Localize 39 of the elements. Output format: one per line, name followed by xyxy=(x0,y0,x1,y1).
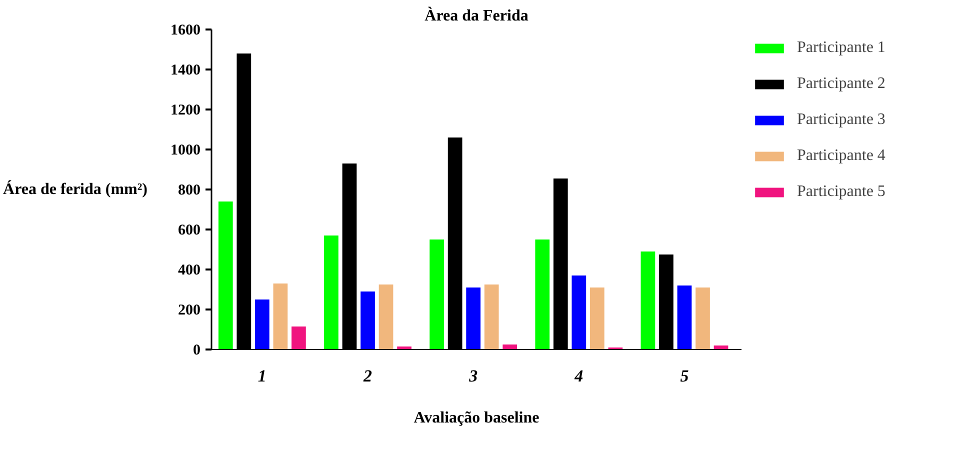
y-tick-label: 200 xyxy=(178,302,200,318)
y-tick-label: 600 xyxy=(178,222,200,238)
bar xyxy=(640,252,656,350)
bar xyxy=(677,286,692,350)
y-axis-title: Área de ferida (mm²) xyxy=(3,180,148,198)
bar xyxy=(466,288,481,350)
legend-label: Participante 3 xyxy=(797,111,886,129)
bar xyxy=(696,288,710,350)
x-tick-label: 1 xyxy=(258,366,266,386)
bar xyxy=(255,300,270,350)
bar xyxy=(273,284,288,350)
bar xyxy=(572,276,586,350)
chart-title: Àrea da Ferida xyxy=(424,6,528,24)
bar xyxy=(502,344,518,350)
y-tick-label: 0 xyxy=(193,342,200,358)
x-tick-label: 4 xyxy=(574,366,584,386)
x-tick-label: 3 xyxy=(468,366,478,386)
bar xyxy=(378,284,394,350)
bar xyxy=(292,326,306,350)
bar xyxy=(590,288,604,350)
bar xyxy=(218,202,233,350)
y-tick-label: 1400 xyxy=(170,62,200,78)
legend-label: Participante 4 xyxy=(797,147,886,165)
bar xyxy=(484,284,499,350)
legend-label: Participante 1 xyxy=(797,39,886,57)
bar xyxy=(535,240,550,350)
y-tick-label: 1000 xyxy=(170,142,200,158)
y-tick-label: 800 xyxy=(178,182,200,198)
bar xyxy=(360,292,375,350)
y-tick-label: 400 xyxy=(178,262,200,278)
bar xyxy=(430,240,444,350)
legend-label: Participante 5 xyxy=(797,183,886,201)
x-tick-label: 5 xyxy=(680,366,690,386)
legend-label: Participante 2 xyxy=(797,75,886,93)
x-tick-label: 2 xyxy=(362,366,373,386)
x-axis-title: Avaliação baseline xyxy=(414,410,540,426)
bar xyxy=(324,236,338,350)
y-tick-label: 1600 xyxy=(170,22,200,38)
y-tick-label: 1200 xyxy=(170,102,200,118)
